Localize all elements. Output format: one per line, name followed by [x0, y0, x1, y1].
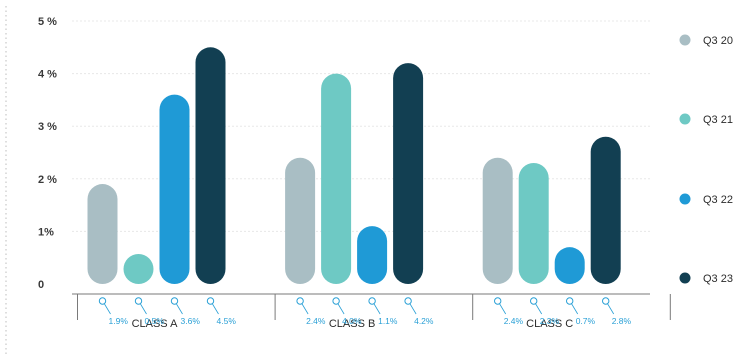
data-marker	[170, 297, 179, 305]
legend-swatch	[679, 34, 691, 46]
data-label: 3.6%	[181, 316, 201, 326]
y-tick-label: 2 %	[38, 174, 57, 186]
data-label: 4.0%	[342, 316, 362, 326]
data-leader-line	[212, 303, 219, 315]
data-marker	[332, 297, 340, 305]
data-labels-layer: 1.9% 0.5% 3.6% 4.5% 2.4% 4.0% 1.1% 4.2% 2.4% 2.3%…	[98, 297, 632, 326]
data-marker	[98, 297, 107, 305]
data-leader-line	[607, 303, 615, 315]
data-marker	[530, 297, 538, 305]
category-label: CLASS A	[132, 318, 179, 330]
data-marker	[602, 297, 610, 305]
y-tick-label: 1%	[38, 226, 54, 238]
data-label: 0.5%	[145, 316, 165, 326]
data-leader-line	[301, 303, 309, 315]
legend: Q3 20 Q3 21 Q3 22 Q3 23	[679, 34, 733, 285]
data-marker	[494, 297, 502, 305]
category-label: CLASS B	[329, 318, 375, 330]
data-leader-line	[499, 303, 507, 315]
data-marker	[296, 297, 304, 305]
bar	[482, 157, 513, 284]
y-tick-label: 4 %	[38, 69, 57, 81]
data-label: 1.1%	[378, 316, 398, 326]
y-tick-label: 3 %	[38, 121, 57, 133]
bar	[518, 163, 549, 284]
data-leader-line	[373, 303, 381, 315]
data-label: 2.4%	[504, 316, 524, 326]
data-marker	[566, 297, 574, 305]
bar	[123, 254, 154, 284]
data-label: 4.5%	[217, 316, 237, 326]
data-label: 2.4%	[306, 316, 326, 326]
legend-swatch	[679, 113, 691, 125]
bar	[393, 63, 424, 284]
data-leader-line	[337, 303, 345, 315]
bar	[195, 47, 226, 284]
category-label: CLASS C	[526, 318, 573, 330]
data-label: 2.8%	[612, 316, 632, 326]
data-marker	[134, 297, 143, 305]
bar	[554, 247, 585, 284]
data-label: 0.7%	[576, 316, 596, 326]
axis-layer: 0 1% 2 % 3 % 4 % 5 % CLASS A CLASS B CLASS C	[5, 6, 671, 355]
legend-swatch	[679, 193, 691, 205]
legend-item-label: Q3 22	[703, 194, 733, 206]
bar	[357, 226, 388, 284]
bar	[159, 94, 190, 284]
data-leader-line	[176, 303, 183, 315]
bar	[285, 157, 316, 284]
data-label: 4.2%	[414, 316, 434, 326]
data-leader-line	[409, 303, 417, 315]
legend-swatch	[679, 272, 691, 284]
data-leader-line	[104, 303, 111, 315]
bar	[321, 73, 352, 284]
data-leader-line	[140, 303, 147, 315]
bar	[590, 136, 621, 284]
data-leader-line	[571, 303, 579, 315]
data-marker	[404, 297, 412, 305]
bars-layer	[87, 47, 621, 284]
data-label: 1.9%	[109, 316, 129, 326]
data-marker	[368, 297, 376, 305]
data-leader-line	[535, 303, 543, 315]
y-tick-label: 5 %	[38, 16, 57, 28]
legend-item-label: Q3 20	[703, 35, 733, 47]
grid-layer	[72, 20, 650, 232]
bar	[87, 184, 118, 284]
legend-item-label: Q3 23	[703, 273, 733, 285]
data-label: 2.3%	[540, 316, 560, 326]
data-marker	[206, 297, 215, 305]
legend-item-label: Q3 21	[703, 114, 733, 126]
y-tick-label: 0	[38, 279, 44, 291]
